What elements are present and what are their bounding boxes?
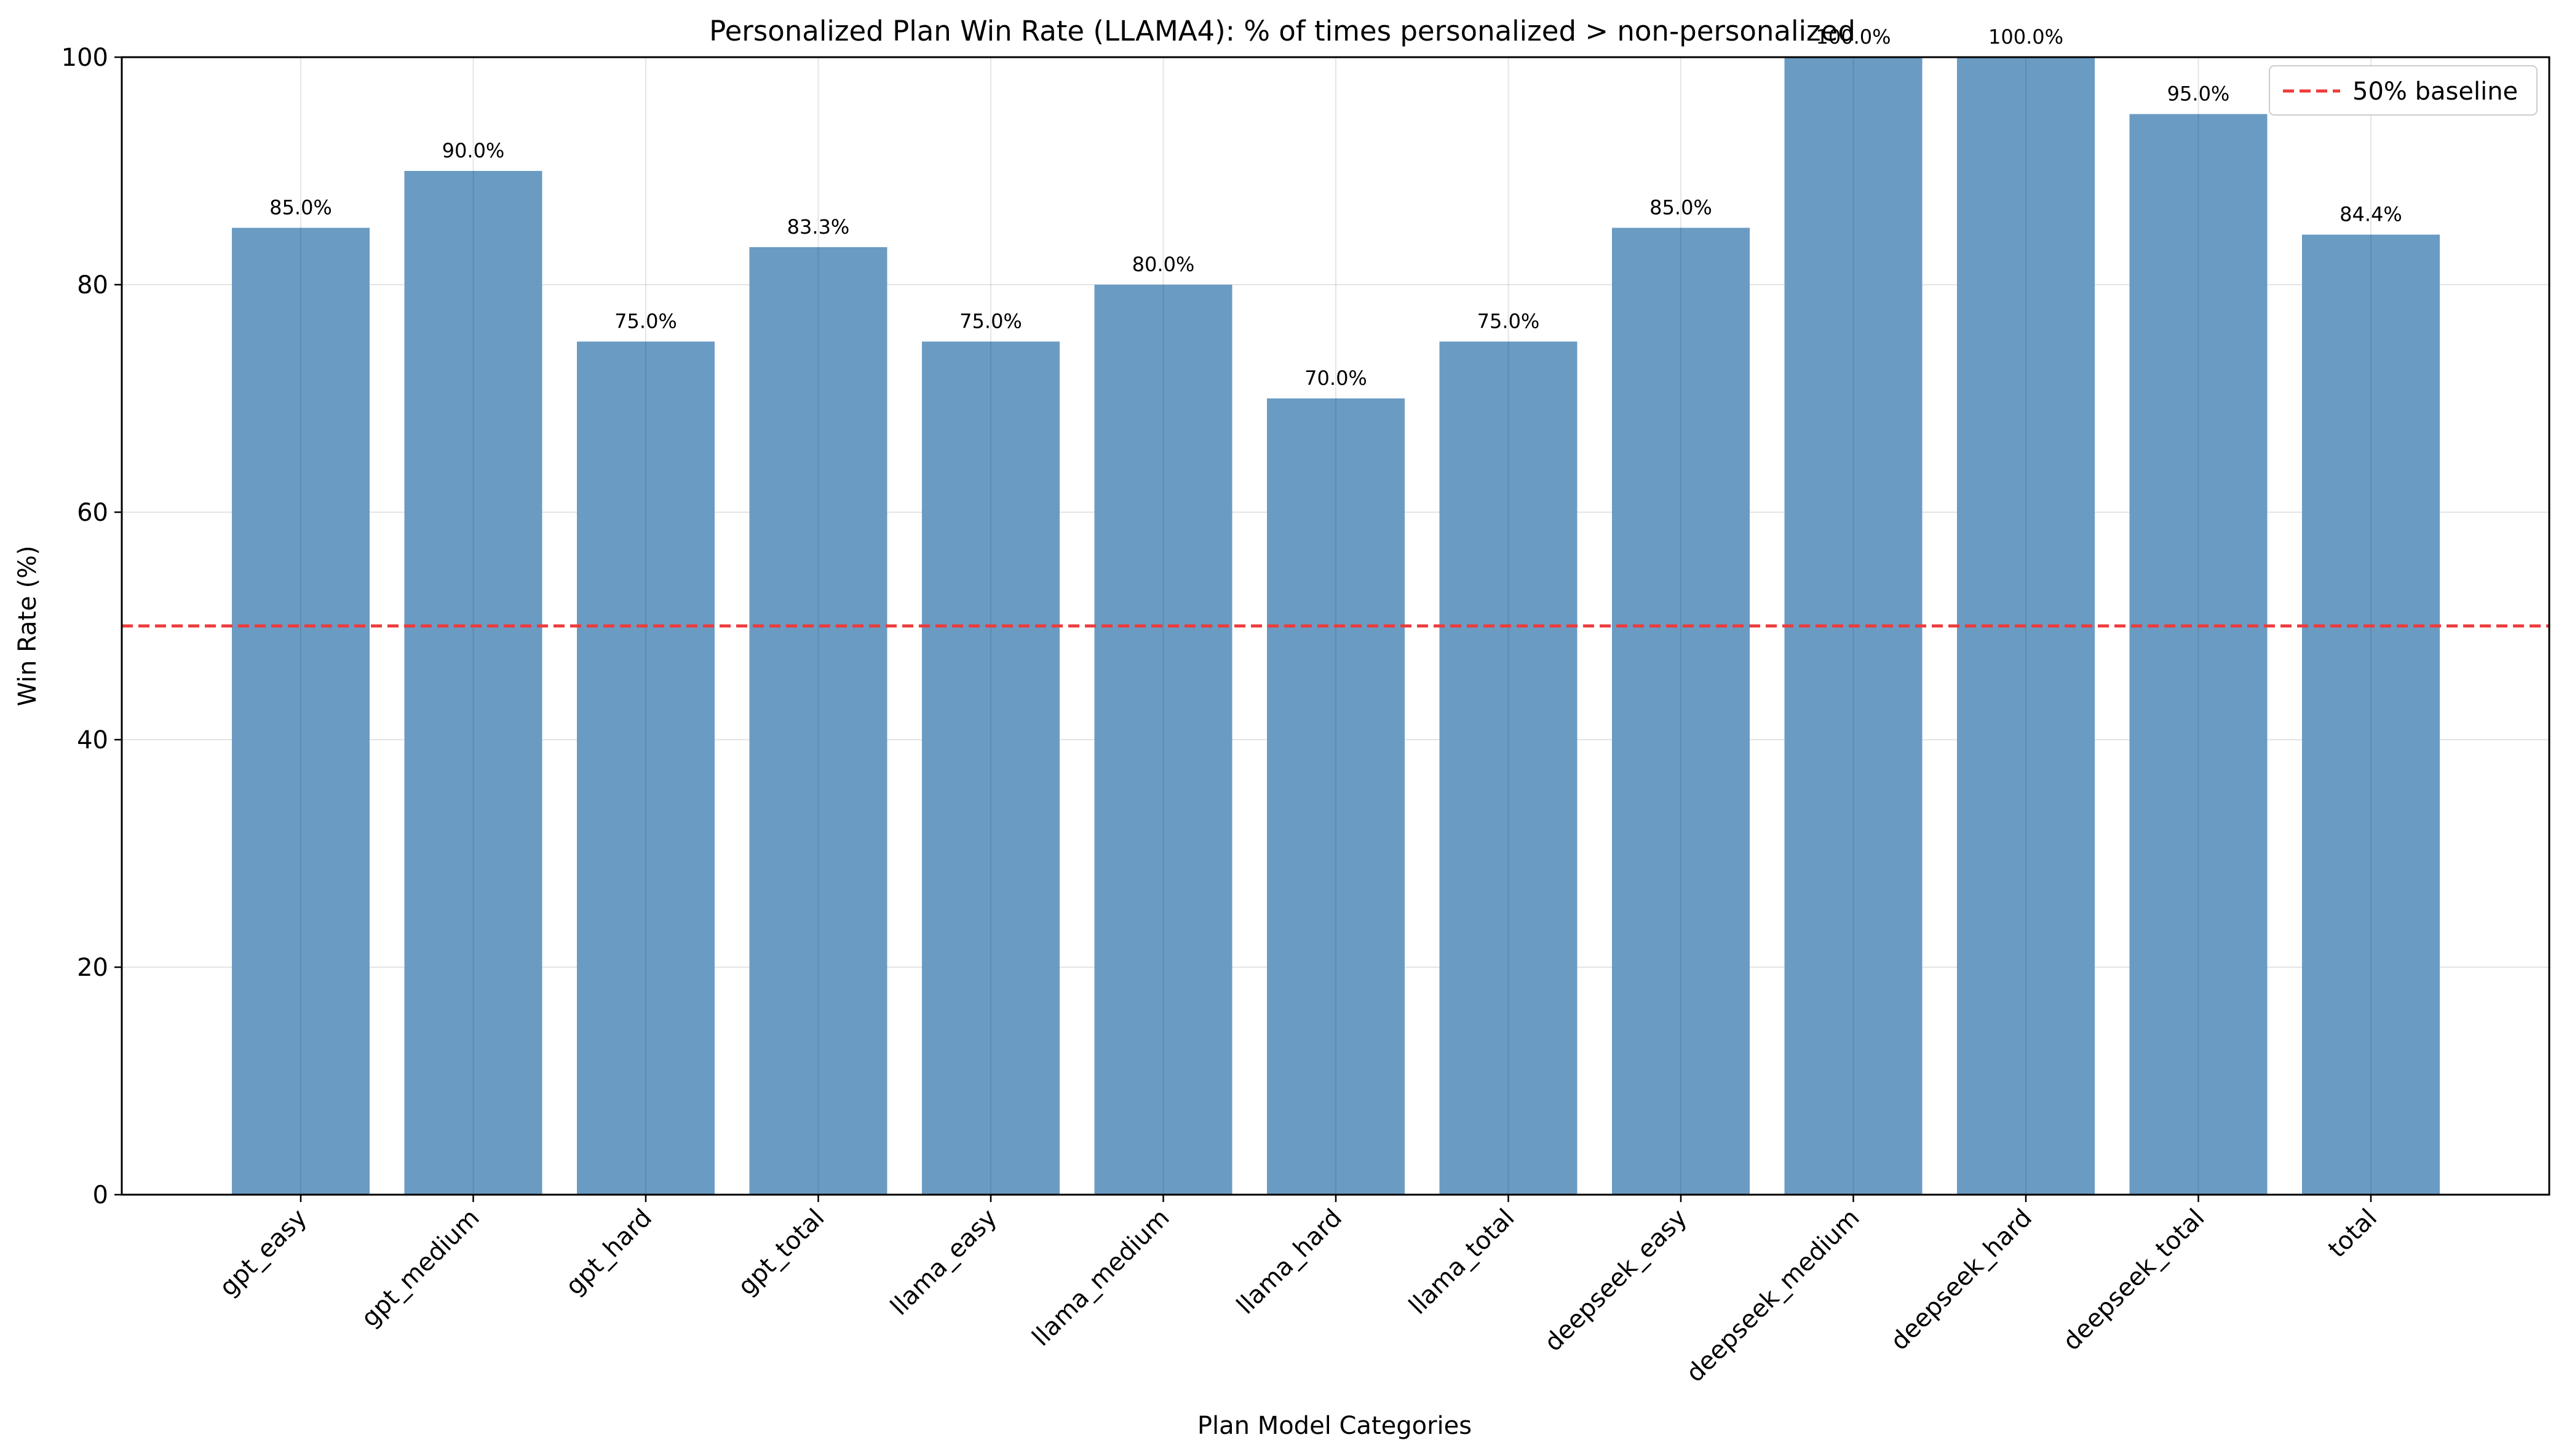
bar [1267,398,1405,1195]
bar [404,171,542,1195]
bar [2302,234,2440,1195]
x-tick-label: gpt_total [732,1204,830,1301]
bar-value-label: 83.3% [787,215,850,239]
x-tick-label: llama_hard [1231,1204,1347,1320]
bar [232,228,370,1195]
legend-box [2269,65,2538,116]
bar-value-label: 95.0% [2167,82,2230,106]
bar-value-label: 80.0% [1132,253,1195,276]
bar-value-label: 75.0% [959,310,1022,333]
bar-value-label: 100.0% [1988,25,2063,49]
bar [922,341,1060,1195]
y-tick-label: 100 [62,44,108,72]
bar-value-label: 90.0% [442,139,505,162]
bar-value-label: 84.4% [2340,203,2402,226]
y-tick-label: 40 [77,726,108,754]
y-tick-label: 60 [77,499,108,527]
y-tick-label: 80 [77,271,108,299]
x-tick-label: deepseek_hard [1885,1204,2038,1356]
bar-value-label: 75.0% [614,310,677,333]
bar [2129,114,2268,1195]
x-tick-label: deepseek_easy [1539,1204,1693,1358]
y-axis-label: Win Rate (%) [14,545,42,706]
bar [1612,228,1750,1195]
bar-value-label: 70.0% [1304,366,1367,390]
bar-value-label: 85.0% [269,196,332,220]
bars [232,57,2440,1195]
x-tick-label: gpt_easy [214,1204,312,1302]
chart-title: Personalized Plan Win Rate (LLAMA4): % o… [709,15,1856,47]
x-tick-label: deepseek_total [2058,1204,2210,1356]
bar [1094,285,1232,1195]
x-tick-label: total [2323,1204,2383,1264]
x-tick-label: llama_easy [885,1204,1002,1321]
bar [577,341,715,1195]
bar [1439,341,1578,1195]
bar-value-labels: 85.0% 90.0% 75.0% 83.3% 75.0% 80.0% 70.0% 75.0%… [269,25,2402,390]
bar-value-label: 75.0% [1477,310,1540,333]
legend-baseline-label: 50% baseline [2352,77,2518,106]
bar [749,247,887,1195]
x-tick-label: llama_total [1403,1204,1520,1320]
y-tick-label: 20 [77,954,108,982]
legend: 50% baseline [2269,65,2538,116]
bar-value-label: 100.0% [1816,25,1891,49]
y-axis-ticks: 0 20 40 60 80 100 [62,44,122,1209]
y-tick-label: 0 [93,1181,108,1209]
x-tick-label: gpt_hard [560,1204,657,1301]
bar-value-label: 85.0% [1649,196,1712,220]
x-tick-label: deepseek_medium [1681,1204,1865,1388]
x-tick-label: llama_medium [1027,1204,1175,1352]
x-tick-label: gpt_medium [356,1204,485,1333]
x-axis-ticks: gpt_easy gpt_medium gpt_hard gpt_total llama… [214,1195,2383,1388]
x-axis-label: Plan Model Categories [1197,1412,1472,1440]
